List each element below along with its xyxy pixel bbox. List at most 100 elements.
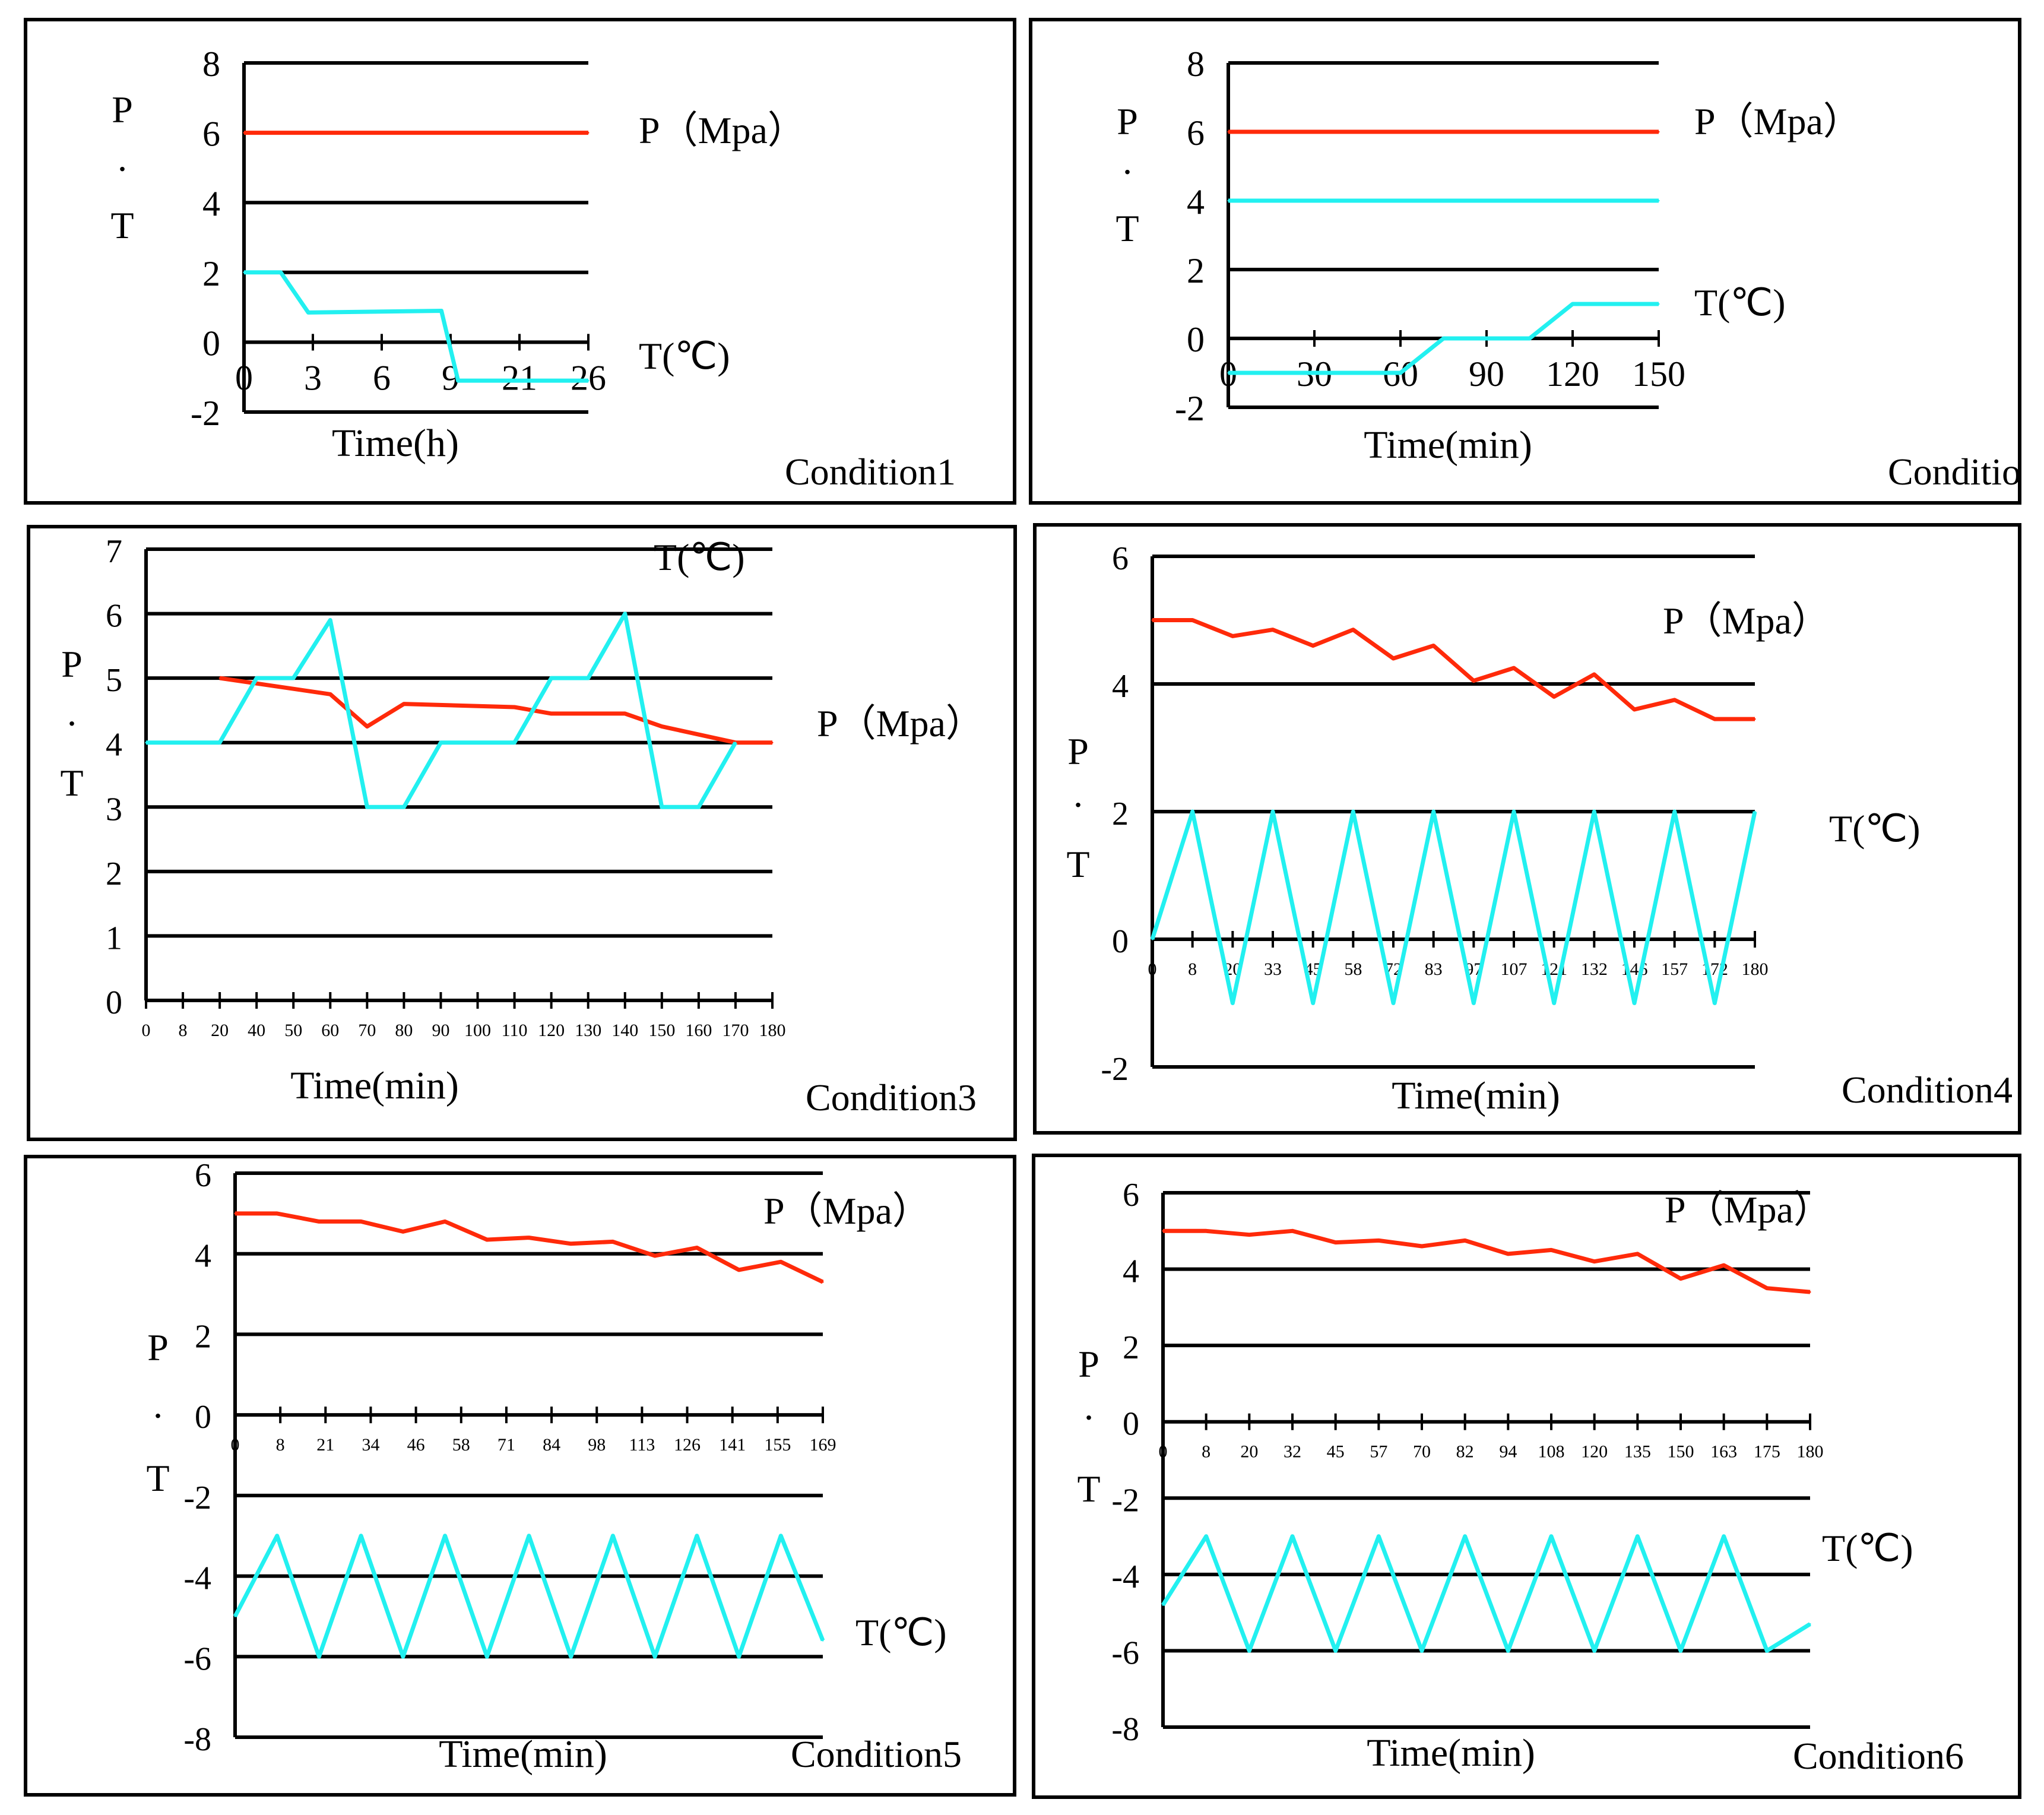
data-point (1272, 629, 1274, 631)
x-tick-label: 34 (362, 1435, 379, 1455)
data-point (1443, 337, 1444, 340)
x-tick-label: 100 (464, 1021, 491, 1040)
x-tick-label: 157 (1661, 959, 1688, 979)
data-point (280, 271, 282, 274)
condition-label: Condition1 (785, 451, 956, 493)
x-tick-label: 126 (674, 1435, 701, 1455)
x-tick-label: 8 (276, 1435, 285, 1455)
y-tick-label: -2 (183, 1480, 211, 1516)
y-tick-label: 4 (1112, 668, 1129, 705)
data-point (1553, 1002, 1555, 1004)
data-point (1312, 1002, 1314, 1004)
data-point (1151, 619, 1153, 621)
y-tick-label: 6 (195, 1158, 211, 1194)
data-point (514, 706, 516, 708)
data-point (403, 703, 405, 705)
data-point (1529, 337, 1530, 340)
data-point (1754, 718, 1756, 720)
data-point (1472, 680, 1475, 682)
y-axis-label-dot: · (1121, 151, 1133, 193)
x-tick-label: 26 (571, 358, 606, 397)
data-point (1766, 1649, 1768, 1652)
y-tick-label: 2 (1112, 796, 1129, 832)
data-point (1227, 372, 1229, 374)
data-point (1633, 1002, 1636, 1004)
data-point (654, 1655, 656, 1658)
data-point (570, 1243, 572, 1245)
y-tick-label: 6 (1112, 540, 1129, 577)
series-label: T(℃) (654, 536, 745, 578)
x-tick-label: 155 (764, 1435, 791, 1455)
x-tick-label: 135 (1624, 1442, 1651, 1462)
x-axis-title: Time(h) (332, 422, 459, 465)
data-point (1593, 810, 1595, 813)
y-tick-label: 8 (1187, 45, 1205, 84)
y-tick-label: -4 (1111, 1559, 1139, 1595)
data-point (276, 1535, 278, 1537)
x-tick-label: 98 (588, 1435, 606, 1455)
y-axis-label-t: T (60, 762, 83, 804)
data-point (1593, 1260, 1596, 1263)
y-tick-label: 6 (1123, 1177, 1139, 1214)
data-point (1248, 1649, 1250, 1652)
data-point (696, 1247, 698, 1249)
data-point (1658, 303, 1660, 305)
y-tick-label: 0 (1187, 320, 1205, 359)
data-point (1513, 667, 1515, 669)
x-axis-title: Time(min) (290, 1064, 459, 1107)
data-point (1399, 372, 1402, 374)
y-tick-label: 0 (106, 984, 122, 1021)
data-point (1593, 1649, 1596, 1652)
data-point (661, 726, 663, 728)
y-axis-label-dot: · (1072, 784, 1084, 826)
data-point (1248, 1234, 1250, 1236)
data-point (439, 742, 442, 744)
y-tick-label: 2 (1187, 251, 1205, 290)
x-tick-label: 170 (722, 1021, 749, 1040)
y-axis-label-p: P (1078, 1343, 1099, 1385)
data-point (1633, 708, 1636, 711)
x-tick-label: 150 (1668, 1442, 1694, 1462)
data-point (234, 1615, 236, 1617)
y-tick-label: -8 (183, 1721, 211, 1758)
data-point (1550, 1249, 1552, 1251)
data-point (329, 619, 331, 621)
data-point (1151, 938, 1153, 940)
data-point (1433, 810, 1435, 813)
data-point (1421, 1245, 1423, 1247)
data-point (1352, 629, 1354, 631)
x-tick-label: 46 (407, 1435, 425, 1455)
y-axis-label-t: T (1077, 1468, 1100, 1510)
x-tick-label: 107 (1501, 959, 1528, 979)
data-point (624, 712, 626, 715)
y-tick-label: -2 (1101, 1051, 1129, 1088)
x-axis-title: Time(min) (439, 1732, 607, 1776)
data-point (1658, 131, 1660, 133)
chart-panel-condition4: -2 0 2 4 6 0 8 20 33 45 58 72 83 97 107 121 132 146 157 172… (1033, 523, 2021, 1135)
y-tick-label: 4 (195, 1238, 211, 1275)
data-point (360, 1535, 362, 1537)
x-tick-label: 45 (1327, 1442, 1345, 1462)
data-point (243, 271, 245, 274)
data-point (738, 1655, 740, 1658)
data-point (1231, 1002, 1234, 1004)
x-tick-label: 132 (1581, 959, 1608, 979)
data-point (1433, 645, 1435, 647)
x-tick-label: 6 (373, 358, 391, 397)
x-tick-label: 32 (1284, 1442, 1301, 1462)
x-tick-label: 140 (611, 1021, 638, 1040)
data-point (1513, 810, 1515, 813)
y-tick-label: -8 (1111, 1711, 1139, 1748)
y-tick-label: 6 (202, 115, 220, 154)
y-tick-label: 8 (202, 45, 220, 84)
data-point (1377, 1535, 1380, 1538)
data-point (1507, 1253, 1509, 1255)
data-point (1507, 1649, 1509, 1652)
y-tick-label: -6 (183, 1640, 211, 1677)
x-tick-label: 3 (304, 358, 322, 397)
y-tick-label: 0 (1112, 923, 1129, 960)
chart-svg-condition6: -8 -6 -4 -2 0 2 4 6 0 8 20 32 45 57 70 82 94 108 120 135 150… (1077, 1177, 1964, 1777)
data-point (444, 1535, 446, 1537)
